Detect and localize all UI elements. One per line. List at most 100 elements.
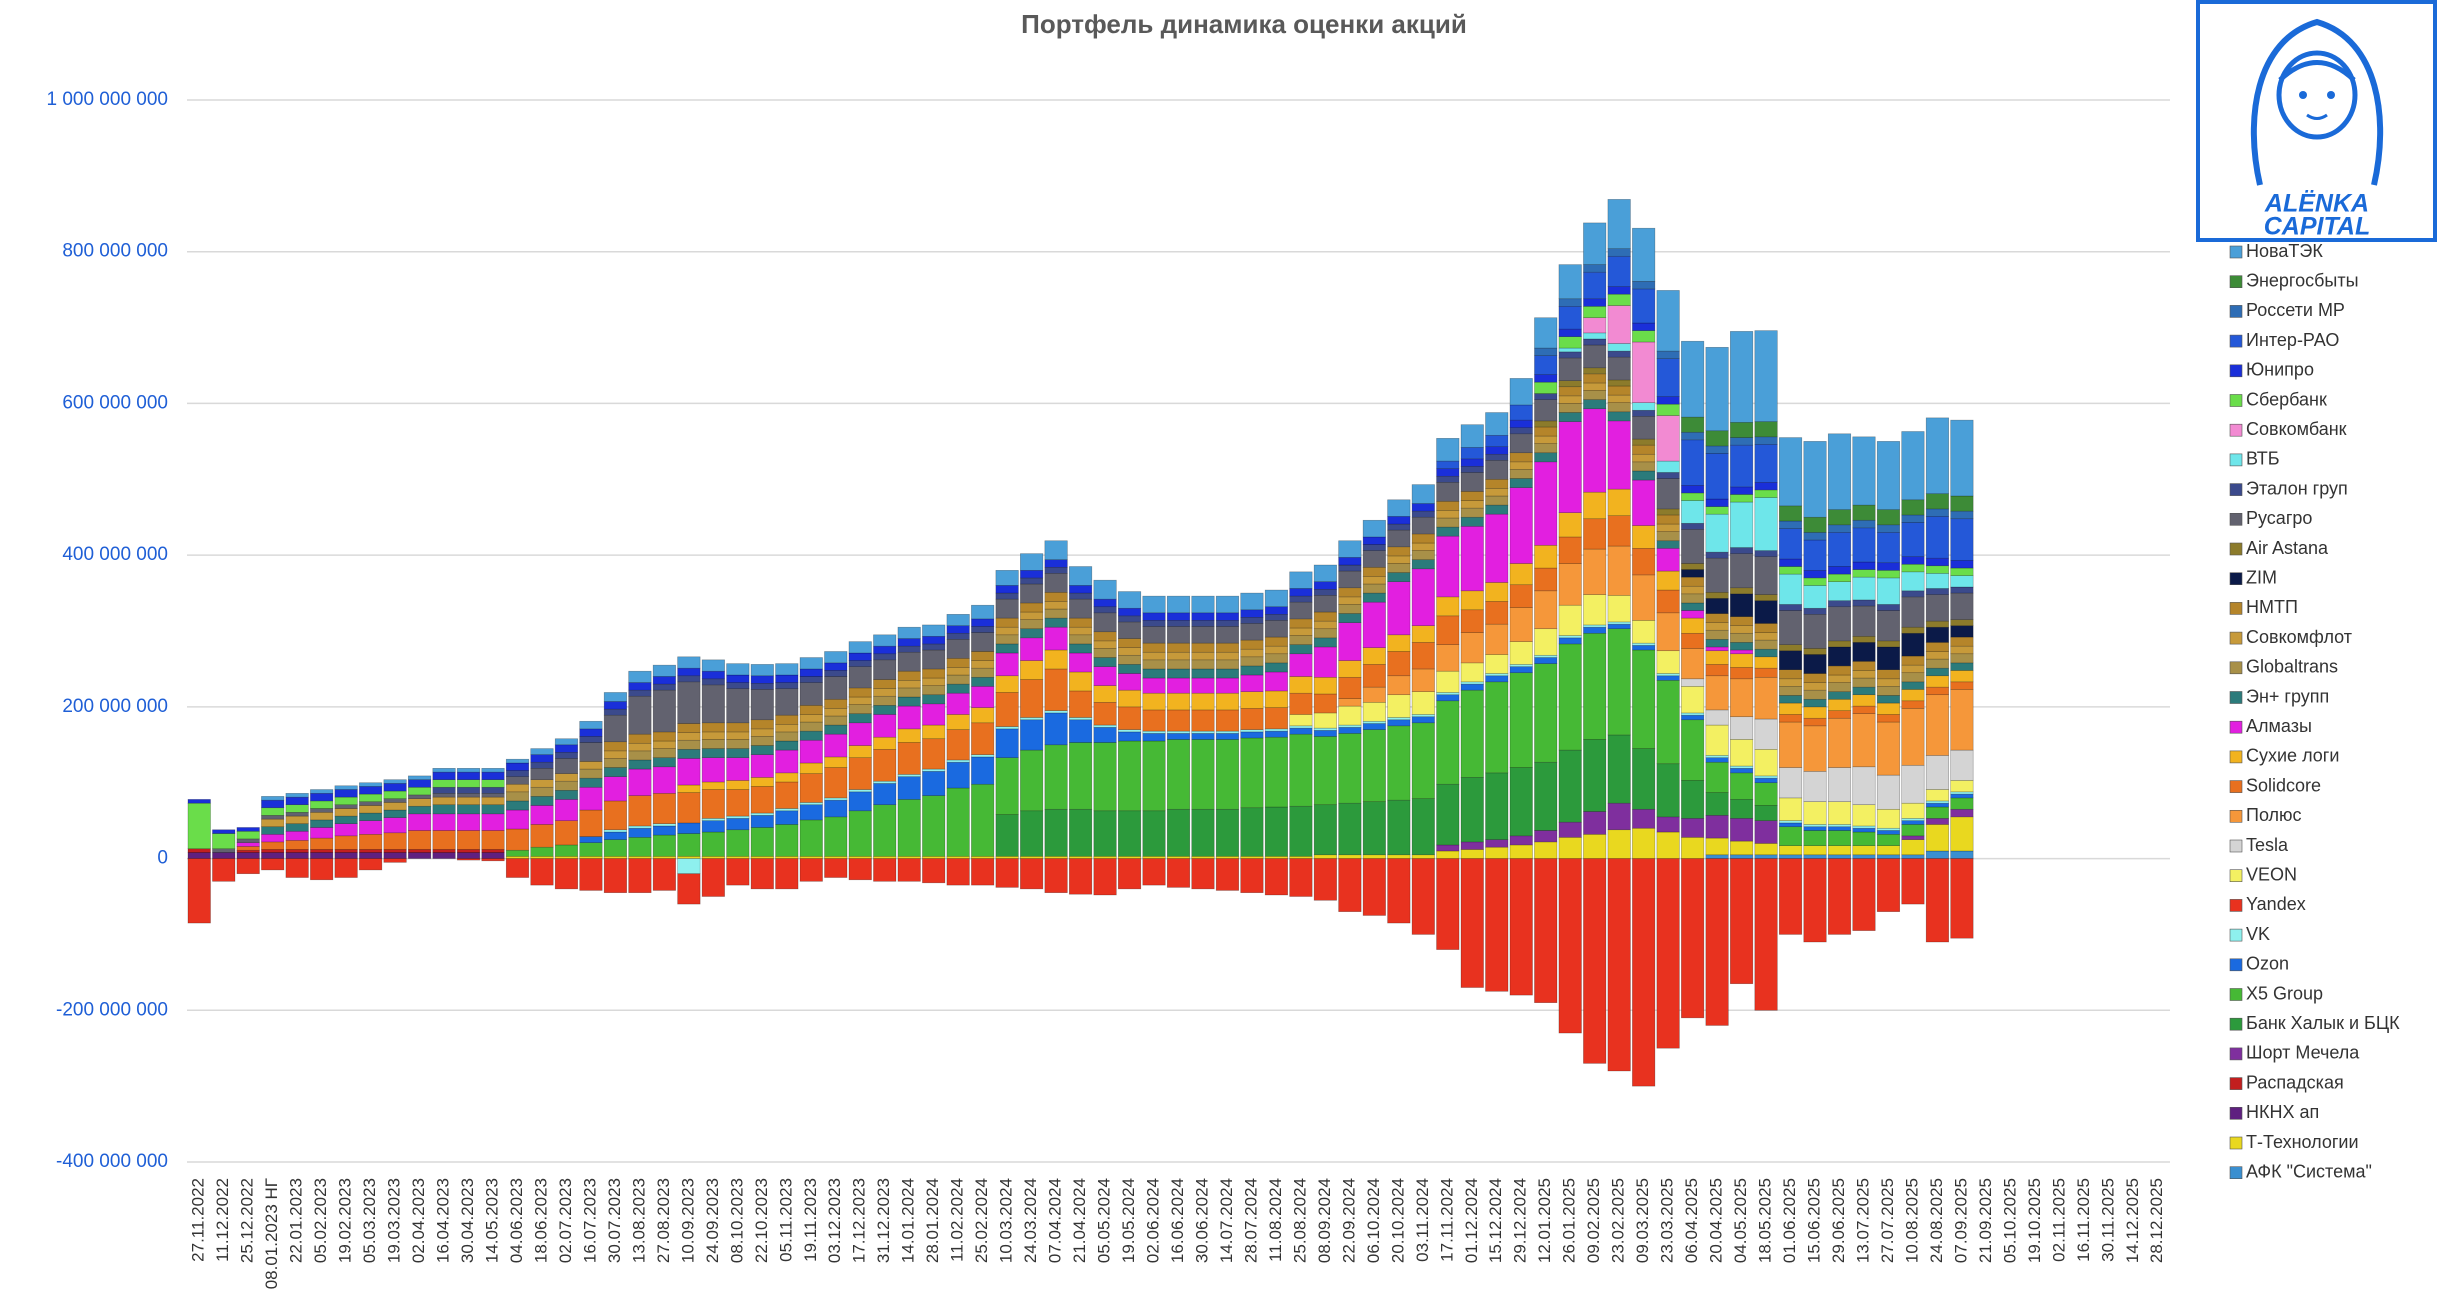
legend-label: Русагро bbox=[2246, 508, 2312, 528]
bar-segment bbox=[1191, 612, 1215, 621]
bar-segment bbox=[530, 761, 554, 769]
bar-segment bbox=[1411, 798, 1435, 856]
bar-segment bbox=[1387, 581, 1411, 636]
bar-segment bbox=[1730, 768, 1754, 774]
bar-segment bbox=[505, 762, 530, 771]
bar-segment bbox=[1534, 347, 1558, 356]
bar-segment bbox=[1460, 609, 1484, 633]
bar-segment bbox=[1778, 566, 1803, 575]
bar-segment bbox=[1436, 783, 1460, 846]
bar-segment bbox=[408, 805, 432, 815]
bar-segment bbox=[1925, 594, 1949, 622]
bar-segment bbox=[579, 842, 603, 857]
bar-segment bbox=[922, 668, 946, 679]
bar-segment bbox=[1509, 672, 1533, 768]
bar-segment bbox=[726, 815, 750, 819]
bar-segment bbox=[1338, 540, 1362, 558]
bar-segment bbox=[1583, 344, 1607, 369]
x-tick-label: 05.10.2025 bbox=[2000, 1178, 2019, 1263]
bar-segment bbox=[1705, 498, 1729, 507]
x-tick-label: 12.01.2025 bbox=[1535, 1178, 1554, 1263]
bar-segment bbox=[481, 830, 505, 850]
bar-segment bbox=[946, 692, 970, 715]
legend-label: Полюс bbox=[2246, 805, 2302, 825]
bar-segment bbox=[1681, 678, 1705, 687]
bar-segment bbox=[1485, 453, 1509, 461]
bar-segment bbox=[1730, 858, 1754, 985]
bar-segment bbox=[1411, 716, 1435, 724]
bar-segment bbox=[530, 768, 554, 780]
legend-swatch bbox=[2229, 245, 2243, 259]
bar-segment bbox=[1754, 556, 1778, 595]
bar-segment bbox=[1705, 513, 1729, 553]
bar-segment bbox=[1460, 683, 1484, 691]
bar-segment bbox=[799, 730, 823, 741]
bar-segment bbox=[187, 852, 211, 859]
bar-segment bbox=[1681, 522, 1705, 530]
bar-segment bbox=[579, 742, 603, 762]
bar-segment bbox=[1705, 639, 1729, 648]
bar-segment bbox=[1362, 723, 1386, 730]
bar-segment bbox=[554, 844, 579, 857]
legend-swatch bbox=[2229, 869, 2243, 883]
bar-segment bbox=[1558, 264, 1582, 300]
bar-segment bbox=[261, 796, 285, 801]
bar-segment bbox=[995, 643, 1019, 654]
bar-segment bbox=[1044, 858, 1068, 894]
bar-segment bbox=[1901, 522, 1925, 557]
x-tick-label: 24.09.2023 bbox=[703, 1178, 722, 1263]
bar-segment bbox=[1117, 591, 1142, 609]
bar-segment bbox=[1289, 627, 1313, 636]
x-tick-label: 19.11.2023 bbox=[801, 1178, 820, 1262]
bar-segment bbox=[995, 626, 1019, 636]
bar-segment bbox=[1558, 298, 1582, 307]
bar-segment bbox=[1632, 642, 1656, 646]
bar-segment bbox=[334, 852, 358, 859]
bar-segment bbox=[236, 827, 260, 832]
bar-segment bbox=[1656, 540, 1680, 549]
bar-segment bbox=[1681, 585, 1705, 595]
bar-segment bbox=[971, 754, 995, 758]
legend-label: Энергосбыты bbox=[2246, 270, 2359, 290]
bar-segment bbox=[1730, 649, 1754, 655]
bar-segment bbox=[1656, 589, 1680, 614]
x-tick-label: 10.09.2023 bbox=[678, 1178, 697, 1263]
bar-segment bbox=[1534, 590, 1558, 630]
bar-segment bbox=[1020, 855, 1044, 859]
bar-segment bbox=[1705, 346, 1729, 432]
bar-segment bbox=[1827, 606, 1852, 642]
bar-segment bbox=[1166, 620, 1191, 627]
legend-swatch bbox=[2229, 542, 2243, 556]
bar-segment bbox=[1705, 724, 1729, 756]
bar-segment bbox=[236, 852, 260, 859]
bar-segment bbox=[922, 738, 946, 770]
bar-segment bbox=[1827, 691, 1852, 700]
legend-label: Т-Технологии bbox=[2246, 1132, 2359, 1152]
bar-segment bbox=[1852, 713, 1876, 768]
bar-segment bbox=[1485, 582, 1509, 602]
bar-segment bbox=[1485, 681, 1509, 774]
bar-segment bbox=[1313, 581, 1337, 590]
bar-segment bbox=[579, 809, 603, 837]
bar-segment bbox=[1730, 739, 1754, 767]
bar-segment bbox=[1044, 573, 1068, 593]
bar-segment bbox=[701, 739, 725, 749]
bar-segment bbox=[897, 687, 921, 698]
bar-segment bbox=[1117, 654, 1142, 665]
x-tick-label: 30.04.2023 bbox=[458, 1178, 477, 1263]
bar-segment bbox=[1681, 837, 1705, 859]
bar-segment bbox=[1778, 721, 1803, 768]
bar-segment bbox=[971, 783, 995, 857]
bar-segment bbox=[1754, 676, 1778, 720]
legend-swatch bbox=[2229, 572, 2243, 586]
bar-segment bbox=[922, 724, 946, 740]
bar-segment bbox=[775, 674, 799, 683]
bar-segment bbox=[505, 809, 530, 830]
bar-segment bbox=[1607, 488, 1631, 516]
bar-segment bbox=[1901, 514, 1925, 523]
bar-segment bbox=[1583, 382, 1607, 391]
x-tick-label: 15.12.2024 bbox=[1486, 1178, 1505, 1263]
bar-segment bbox=[1583, 317, 1607, 334]
bar-segment bbox=[1436, 615, 1460, 645]
bar-segment bbox=[456, 771, 481, 780]
